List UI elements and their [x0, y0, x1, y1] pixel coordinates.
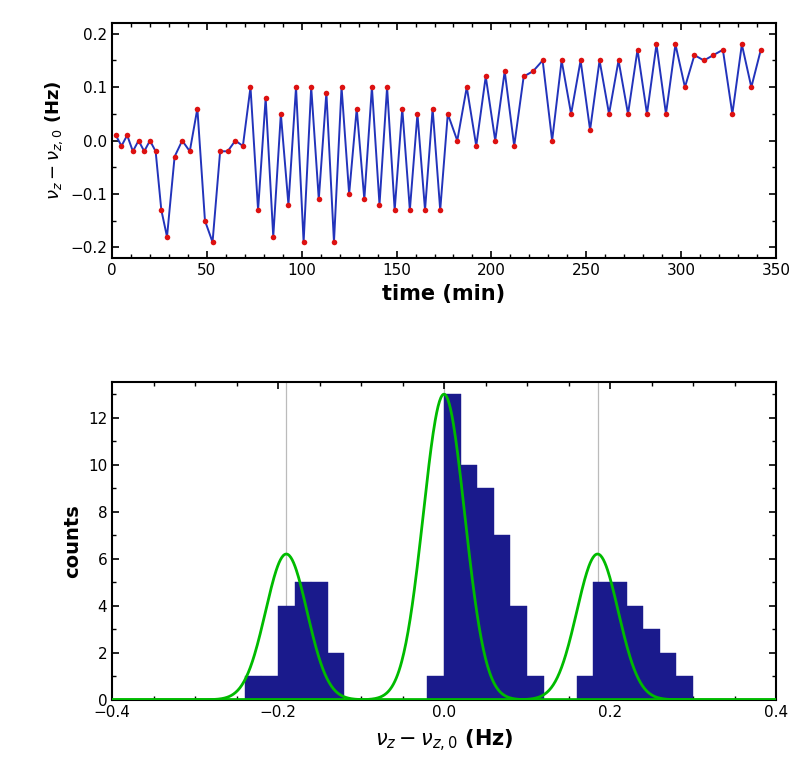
X-axis label: $\nu_z - \nu_{z,0}$ (Hz): $\nu_z - \nu_{z,0}$ (Hz) [374, 728, 514, 754]
X-axis label: time (min): time (min) [382, 284, 506, 304]
Bar [594, 582, 610, 700]
Bar [328, 653, 344, 700]
Bar [527, 676, 544, 700]
Bar [626, 606, 643, 700]
Y-axis label: $\nu_z - \nu_{z,0}$ (Hz): $\nu_z - \nu_{z,0}$ (Hz) [43, 81, 65, 201]
Bar [660, 653, 677, 700]
Bar [294, 582, 311, 700]
Bar [494, 535, 510, 700]
Bar [477, 488, 494, 700]
Bar [444, 394, 461, 700]
Bar [677, 676, 693, 700]
Bar [245, 676, 262, 700]
Y-axis label: counts: counts [63, 504, 82, 578]
Bar [643, 629, 660, 700]
Bar [278, 606, 294, 700]
Bar [311, 582, 328, 700]
Bar [262, 676, 278, 700]
Bar [427, 676, 444, 700]
Bar [610, 582, 626, 700]
Bar [577, 676, 594, 700]
Bar [510, 606, 527, 700]
Bar [461, 464, 477, 700]
